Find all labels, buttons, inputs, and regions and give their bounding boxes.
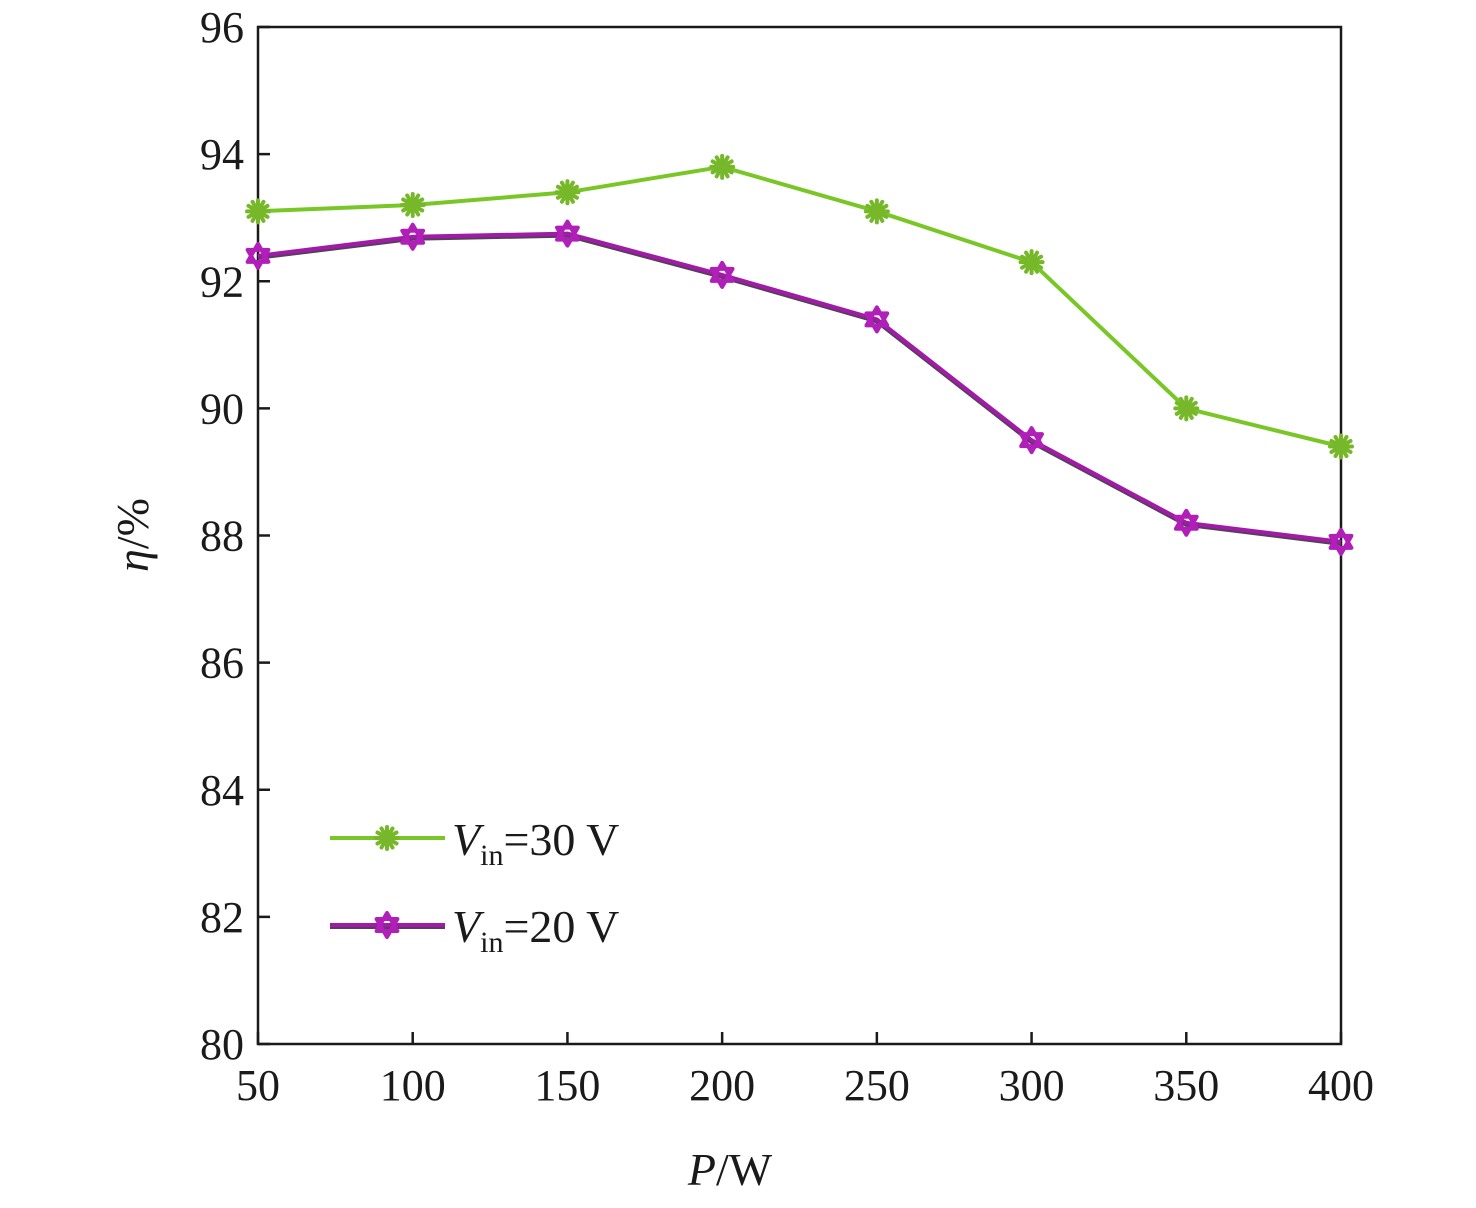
series-layer xyxy=(245,153,1354,556)
x-tick-label: 200 xyxy=(689,1061,755,1110)
y-axis-label-var: η xyxy=(107,549,158,572)
legend-marker xyxy=(374,911,400,939)
data-point xyxy=(1018,249,1045,276)
marker-triangle-up xyxy=(400,222,426,245)
marker-core xyxy=(407,199,418,210)
data-point xyxy=(555,219,580,248)
marker-core xyxy=(717,161,728,172)
x-tick-label: 250 xyxy=(844,1061,910,1110)
legend-item: Vin=20 V xyxy=(330,901,619,959)
marker-triangle-up xyxy=(864,305,890,328)
marker-triangle-down xyxy=(374,917,400,939)
marker-core xyxy=(253,206,263,217)
marker-triangle-down xyxy=(1328,533,1354,556)
x-axis-label-unit: /W xyxy=(716,1144,773,1195)
data-point xyxy=(709,260,735,289)
x-tick-label: 50 xyxy=(236,1061,280,1110)
legend-label-var: V xyxy=(452,901,485,952)
x-tick-label: 400 xyxy=(1308,1061,1374,1110)
marker-triangle-up xyxy=(374,911,400,933)
marker-triangle-up xyxy=(1328,527,1354,550)
y-tick-label: 84 xyxy=(200,766,244,815)
data-point xyxy=(1328,527,1354,556)
series-line xyxy=(257,231,1342,544)
data-point xyxy=(554,179,581,206)
legend-marker xyxy=(374,825,400,851)
data-point xyxy=(1019,426,1044,455)
legend-item: Vin=30 V xyxy=(330,814,619,872)
series-vin-20v xyxy=(245,219,1354,556)
marker-core xyxy=(1336,441,1346,452)
legend-label-var: V xyxy=(452,814,485,865)
marker-triangle-up xyxy=(1019,426,1044,449)
x-axis-ticks: 50 100 150 200 250 300 350 400 xyxy=(236,1032,1374,1110)
x-tick-label: 150 xyxy=(534,1061,600,1110)
marker-triangle-up xyxy=(555,219,580,242)
legend-label: Vin=20 V xyxy=(452,901,619,959)
series-line xyxy=(257,164,1342,449)
plot-frame xyxy=(256,25,1343,1046)
x-tick-label: 350 xyxy=(1153,1061,1219,1110)
legend-label-value: =30 V xyxy=(503,814,619,865)
y-tick-label: 86 xyxy=(200,639,244,688)
marker-core xyxy=(1026,257,1037,268)
data-point xyxy=(864,305,890,334)
legend-label-subscript: in xyxy=(480,839,503,872)
data-point xyxy=(709,153,736,180)
y-tick-label: 90 xyxy=(200,384,244,433)
legend-label-value: =20 V xyxy=(503,901,619,952)
y-tick-label: 88 xyxy=(200,512,244,561)
data-point xyxy=(863,198,890,225)
marker-core xyxy=(1181,403,1192,414)
data-point xyxy=(245,241,271,270)
y-tick-label: 82 xyxy=(200,893,244,942)
marker-core xyxy=(871,206,882,217)
marker-triangle-down xyxy=(1019,432,1044,455)
data-point xyxy=(399,191,426,218)
legend-label-subscript: in xyxy=(480,926,503,959)
y-tick-label: 80 xyxy=(200,1020,244,1069)
y-tick-label: 92 xyxy=(200,257,244,306)
x-axis-label: P/W xyxy=(687,1144,773,1195)
y-axis-ticks: 80 82 84 86 88 90 92 94 96 xyxy=(200,3,270,1069)
x-tick-label: 300 xyxy=(999,1061,1065,1110)
data-point xyxy=(1173,395,1200,422)
marker-triangle-down xyxy=(1173,514,1199,537)
marker-triangle-up xyxy=(1173,508,1199,531)
data-point xyxy=(400,222,426,251)
marker-triangle-down xyxy=(709,266,735,289)
legend-label: Vin=30 V xyxy=(452,814,619,872)
y-axis-label-unit: /% xyxy=(107,498,158,549)
x-tick-label: 100 xyxy=(380,1061,446,1110)
data-point xyxy=(1173,508,1199,537)
y-tick-label: 96 xyxy=(200,3,244,52)
marker-core xyxy=(382,833,392,843)
y-tick-label: 94 xyxy=(200,130,244,179)
data-point xyxy=(1328,433,1354,460)
marker-triangle-down xyxy=(864,311,890,334)
series-line-shadow xyxy=(257,232,1342,546)
x-axis-label-var: P xyxy=(687,1144,716,1195)
y-axis-label: η/% xyxy=(107,498,158,572)
data-point xyxy=(245,198,271,225)
marker-triangle-up xyxy=(245,241,271,264)
marker-triangle-down xyxy=(555,225,580,248)
marker-core xyxy=(562,187,573,198)
marker-triangle-up xyxy=(709,260,735,283)
marker-triangle-down xyxy=(400,228,426,251)
series-vin-30v xyxy=(245,153,1354,460)
marker-triangle-down xyxy=(245,247,271,270)
